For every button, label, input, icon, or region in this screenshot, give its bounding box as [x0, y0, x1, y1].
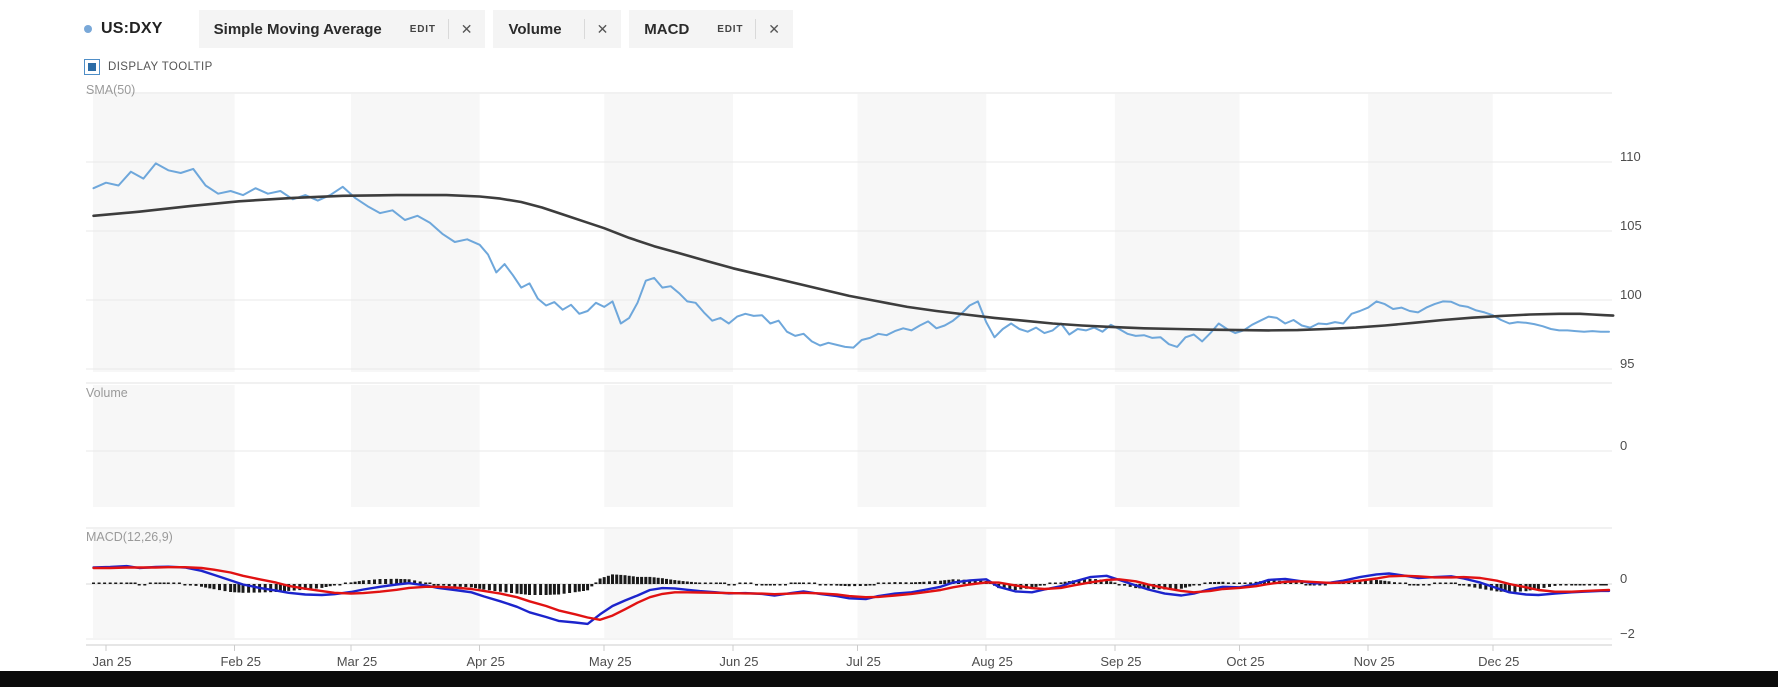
x-axis-month-label: Mar 25 [336, 654, 378, 669]
chip-edit-button[interactable]: EDIT [409, 23, 436, 35]
chip-label: MACD [644, 20, 690, 38]
chip-edit-button[interactable]: EDIT [717, 23, 744, 35]
checkbox-icon[interactable] [84, 59, 100, 75]
symbol-dot-icon [84, 25, 92, 33]
price-y-axis-label: 100 [1620, 287, 1642, 302]
bottom-black-bar [0, 671, 1778, 687]
x-axis-month-label: Jul 25 [846, 654, 881, 669]
macd-y-axis-label: −2 [1620, 626, 1635, 641]
chip-volume[interactable]: Volume ✕ [493, 10, 622, 48]
x-axis-month-label: Feb 25 [220, 654, 261, 669]
volume-panel-title: Volume [86, 386, 128, 400]
chip-divider [755, 19, 757, 39]
price-y-axis-label: 110 [1620, 149, 1641, 164]
x-axis-month-label: Jun 25 [719, 654, 759, 669]
symbol-block: US:DXY [84, 20, 163, 38]
checkbox-checked-fill [88, 63, 96, 71]
x-axis-month-label: Aug 25 [971, 654, 1013, 669]
chip-divider [447, 19, 449, 39]
x-axis-month-label: Apr 25 [466, 654, 505, 669]
symbol-label: US:DXY [101, 20, 163, 37]
display-tooltip-label: DISPLAY TOOLTIP [108, 61, 213, 73]
price-y-axis-label: 105 [1620, 218, 1642, 233]
x-axis-month-label: Jan 25 [92, 654, 132, 669]
x-axis-month-label: Oct 25 [1226, 654, 1265, 669]
chip-close-icon[interactable]: ✕ [596, 21, 609, 37]
chip-simple-moving-average[interactable]: Simple Moving Average EDIT ✕ [198, 10, 486, 48]
volume-y-axis-label: 0 [1620, 438, 1628, 453]
chip-label: Simple Moving Average [213, 20, 382, 38]
x-axis-month-label: Sep 25 [1100, 654, 1142, 669]
display-tooltip-toggle[interactable]: DISPLAY TOOLTIP [84, 59, 213, 75]
chip-close-icon[interactable]: ✕ [460, 21, 473, 37]
price-y-axis-label: 95 [1620, 356, 1635, 371]
chip-macd[interactable]: MACD EDIT ✕ [629, 10, 794, 48]
macd-y-axis-label: 0 [1620, 571, 1628, 586]
chip-divider [583, 19, 585, 39]
x-axis-month-label: May 25 [588, 654, 632, 669]
macd-panel-title: MACD(12,26,9) [86, 530, 173, 544]
chip-label: Volume [508, 20, 562, 38]
price-panel-title: SMA(50) [86, 83, 136, 97]
x-axis-month-label: Nov 25 [1353, 654, 1395, 669]
chart-header: US:DXY Simple Moving Average EDIT ✕ Volu… [84, 10, 801, 48]
chip-close-icon[interactable]: ✕ [768, 21, 781, 37]
x-axis-month-label: Dec 25 [1478, 654, 1520, 669]
